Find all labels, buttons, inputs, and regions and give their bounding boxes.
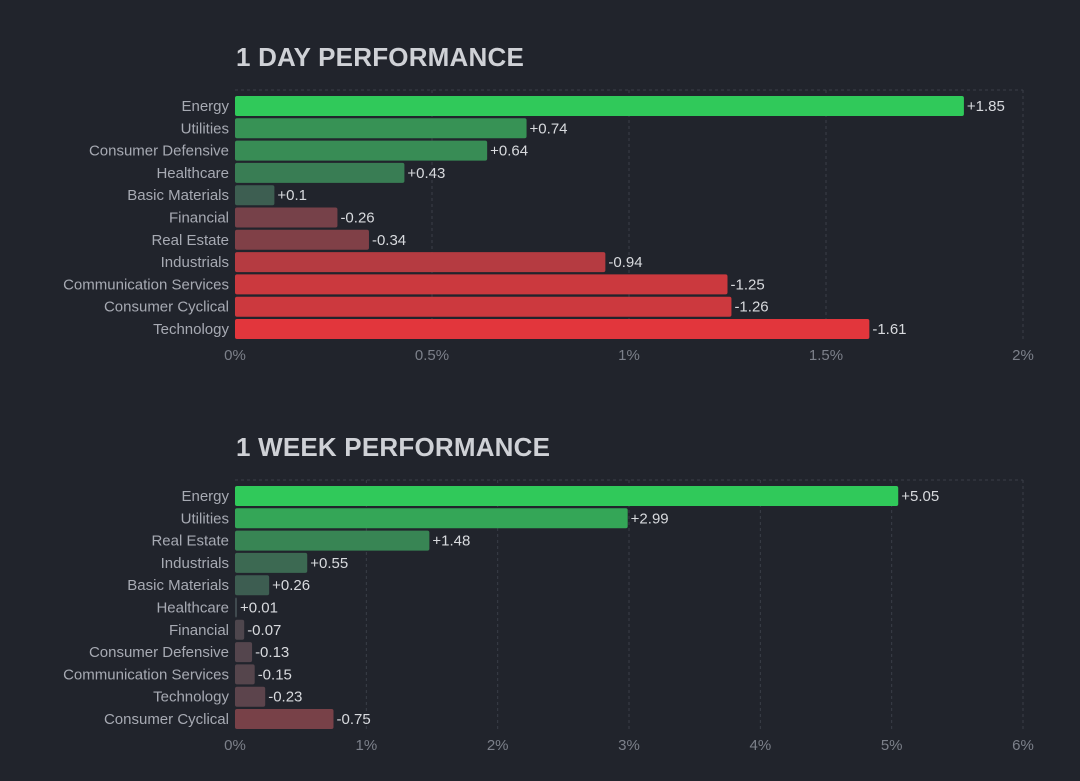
bar <box>235 207 338 228</box>
value-label: -0.15 <box>258 666 292 683</box>
week-performance-chart: 1 WEEK PERFORMANCE Energy +5.05 Utilities +… <box>0 390 1080 781</box>
day-performance-chart: 1 DAY PERFORMANCE Energy +1.85 Utilities +0… <box>0 0 1080 390</box>
category-label: Real Estate <box>151 232 229 249</box>
category-label: Consumer Cyclical <box>104 299 229 316</box>
value-label: +0.01 <box>240 600 278 617</box>
x-tick-label: 3% <box>618 737 640 754</box>
bar <box>235 162 405 183</box>
bar <box>235 274 728 295</box>
bar <box>235 508 628 529</box>
bar <box>235 296 732 317</box>
bar <box>235 486 899 506</box>
category-label: Basic Materials <box>127 577 229 594</box>
bar <box>235 252 606 273</box>
value-label: -0.26 <box>340 210 374 227</box>
bar <box>235 597 237 618</box>
x-tick-label: 0% <box>224 737 246 754</box>
bar <box>235 664 255 685</box>
bar <box>235 530 430 551</box>
value-label: -0.75 <box>337 711 371 728</box>
category-label: Energy <box>181 98 229 115</box>
x-tick-label: 0.5% <box>415 347 449 364</box>
value-label: +1.85 <box>967 98 1005 115</box>
category-label: Real Estate <box>151 533 229 550</box>
value-label: +5.05 <box>901 488 939 505</box>
chart-title: 1 DAY PERFORMANCE <box>236 42 525 72</box>
bar <box>235 575 270 596</box>
x-tick-label: 6% <box>1012 737 1034 754</box>
x-tick-label: 5% <box>881 737 903 754</box>
category-label: Utilities <box>181 510 229 527</box>
value-label: +0.64 <box>490 143 528 160</box>
value-label: -0.07 <box>247 622 281 639</box>
value-label: +0.1 <box>277 187 307 204</box>
bar <box>235 185 275 206</box>
day-performance-plot: Energy +1.85 Utilities +0.74 Consumer Defens… <box>63 89 1034 364</box>
category-label: Industrials <box>161 254 229 271</box>
value-label: -1.25 <box>731 276 765 293</box>
category-label: Consumer Defensive <box>89 143 229 160</box>
category-label: Energy <box>181 488 229 505</box>
x-tick-label: 4% <box>749 737 771 754</box>
x-tick-label: 0% <box>224 347 246 364</box>
x-tick-label: 2% <box>487 737 509 754</box>
value-label: +0.43 <box>407 165 445 182</box>
value-label: -1.61 <box>872 321 906 338</box>
category-label: Technology <box>153 321 229 338</box>
x-tick-label: 1% <box>355 737 377 754</box>
bar <box>235 96 964 116</box>
bar <box>235 118 527 139</box>
bar <box>235 140 488 161</box>
category-label: Utilities <box>181 120 229 137</box>
category-label: Communication Services <box>63 666 229 683</box>
value-label: -0.13 <box>255 644 289 661</box>
value-label: +0.74 <box>530 120 568 137</box>
value-label: -0.23 <box>268 689 302 706</box>
bar <box>235 552 308 573</box>
bar <box>235 686 266 707</box>
category-label: Healthcare <box>156 165 229 182</box>
category-label: Communication Services <box>63 276 229 293</box>
category-label: Consumer Defensive <box>89 644 229 661</box>
category-label: Financial <box>169 210 229 227</box>
category-label: Consumer Cyclical <box>104 711 229 728</box>
week-performance-plot: Energy +5.05 Utilities +2.99 Real Estate +1.4… <box>63 479 1034 754</box>
x-tick-label: 1.5% <box>809 347 843 364</box>
x-tick-label: 1% <box>618 347 640 364</box>
category-label: Healthcare <box>156 600 229 617</box>
value-label: -0.94 <box>608 254 642 271</box>
bar <box>235 319 870 339</box>
bar <box>235 642 253 663</box>
category-label: Financial <box>169 622 229 639</box>
value-label: +2.99 <box>631 510 669 527</box>
category-label: Basic Materials <box>127 187 229 204</box>
category-label: Technology <box>153 689 229 706</box>
bar <box>235 229 369 250</box>
bar <box>235 709 334 729</box>
x-tick-label: 2% <box>1012 347 1034 364</box>
chart-title: 1 WEEK PERFORMANCE <box>236 432 551 462</box>
value-label: +0.26 <box>272 577 310 594</box>
bar <box>235 619 245 640</box>
value-label: +0.55 <box>310 555 348 572</box>
category-label: Industrials <box>161 555 229 572</box>
value-label: -0.34 <box>372 232 406 249</box>
value-label: -1.26 <box>734 299 768 316</box>
value-label: +1.48 <box>432 533 470 550</box>
